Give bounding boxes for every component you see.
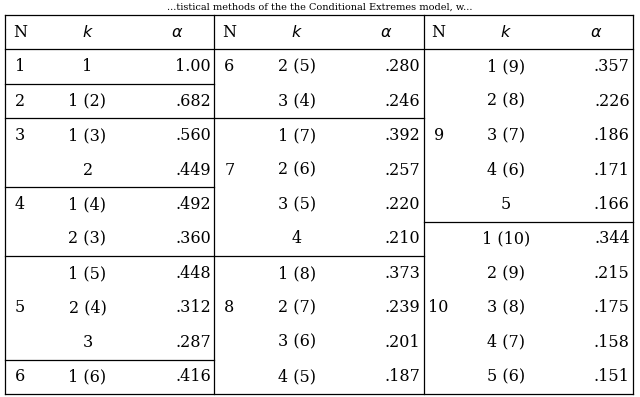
Text: 2 (4): 2 (4) <box>68 299 106 316</box>
Text: 1.00: 1.00 <box>175 58 211 75</box>
Text: 2 (9): 2 (9) <box>487 265 525 282</box>
Text: 2 (3): 2 (3) <box>68 230 106 247</box>
Text: 1: 1 <box>83 58 93 75</box>
Text: 9: 9 <box>433 127 444 144</box>
Text: 1 (7): 1 (7) <box>278 127 316 144</box>
Text: .492: .492 <box>175 196 211 213</box>
Text: 5: 5 <box>15 299 25 316</box>
Text: .449: .449 <box>175 162 211 179</box>
Text: .448: .448 <box>175 265 211 282</box>
Text: .357: .357 <box>594 58 630 75</box>
Text: 1 (9): 1 (9) <box>487 58 525 75</box>
Text: 4: 4 <box>292 230 302 247</box>
Text: 3 (6): 3 (6) <box>278 334 316 351</box>
Text: 1 (2): 1 (2) <box>68 93 106 110</box>
Text: $k$: $k$ <box>291 24 303 41</box>
Text: 4 (5): 4 (5) <box>278 368 316 385</box>
Text: 3: 3 <box>15 127 25 144</box>
Text: 2 (5): 2 (5) <box>278 58 316 75</box>
Text: .210: .210 <box>385 230 420 247</box>
Text: 1 (10): 1 (10) <box>482 230 531 247</box>
Text: .186: .186 <box>594 127 630 144</box>
Text: .392: .392 <box>385 127 420 144</box>
Text: .151: .151 <box>594 368 630 385</box>
Text: N: N <box>431 24 445 41</box>
Text: 3 (7): 3 (7) <box>487 127 525 144</box>
Text: 1 (3): 1 (3) <box>68 127 107 144</box>
Text: 5: 5 <box>501 196 511 213</box>
Text: 1 (6): 1 (6) <box>68 368 107 385</box>
Text: .187: .187 <box>385 368 420 385</box>
Text: $\alpha$: $\alpha$ <box>589 24 602 41</box>
Text: 1 (4): 1 (4) <box>68 196 106 213</box>
Text: 8: 8 <box>224 299 234 316</box>
Text: ...tistical methods of the the Conditional Extremes model, w...: ...tistical methods of the the Condition… <box>167 2 473 12</box>
Text: 4 (6): 4 (6) <box>487 162 525 179</box>
Text: 6: 6 <box>224 58 234 75</box>
Text: .215: .215 <box>594 265 630 282</box>
Text: .171: .171 <box>594 162 630 179</box>
Text: .416: .416 <box>175 368 211 385</box>
Text: .220: .220 <box>385 196 420 213</box>
Text: .246: .246 <box>385 93 420 110</box>
Text: $k$: $k$ <box>82 24 93 41</box>
Text: $\alpha$: $\alpha$ <box>380 24 392 41</box>
Text: .166: .166 <box>594 196 630 213</box>
Text: .560: .560 <box>175 127 211 144</box>
Text: 6: 6 <box>15 368 25 385</box>
Text: 2: 2 <box>15 93 25 110</box>
Text: 2: 2 <box>83 162 93 179</box>
Text: .373: .373 <box>385 265 420 282</box>
Text: 3: 3 <box>83 334 93 351</box>
Text: $k$: $k$ <box>500 24 512 41</box>
Text: .175: .175 <box>594 299 630 316</box>
Text: 2 (7): 2 (7) <box>278 299 316 316</box>
Text: 2 (8): 2 (8) <box>487 93 525 110</box>
Text: 10: 10 <box>428 299 449 316</box>
Text: .280: .280 <box>385 58 420 75</box>
Text: 5 (6): 5 (6) <box>487 368 525 385</box>
Text: .257: .257 <box>385 162 420 179</box>
Text: .682: .682 <box>175 93 211 110</box>
Text: .312: .312 <box>175 299 211 316</box>
Text: 7: 7 <box>224 162 234 179</box>
Text: 3 (8): 3 (8) <box>487 299 525 316</box>
Text: 1: 1 <box>15 58 25 75</box>
Text: .239: .239 <box>385 299 420 316</box>
Text: N: N <box>222 24 236 41</box>
Text: .158: .158 <box>594 334 630 351</box>
Text: .344: .344 <box>594 230 630 247</box>
Text: 4: 4 <box>15 196 25 213</box>
Text: 2 (6): 2 (6) <box>278 162 316 179</box>
Text: 1 (5): 1 (5) <box>68 265 107 282</box>
Text: .226: .226 <box>594 93 630 110</box>
Text: 1 (8): 1 (8) <box>278 265 316 282</box>
Text: N: N <box>13 24 27 41</box>
Text: 4 (7): 4 (7) <box>487 334 525 351</box>
Text: 3 (5): 3 (5) <box>278 196 316 213</box>
Text: .287: .287 <box>175 334 211 351</box>
Text: .360: .360 <box>175 230 211 247</box>
Text: .201: .201 <box>385 334 420 351</box>
Text: 3 (4): 3 (4) <box>278 93 316 110</box>
Text: $\alpha$: $\alpha$ <box>171 24 183 41</box>
